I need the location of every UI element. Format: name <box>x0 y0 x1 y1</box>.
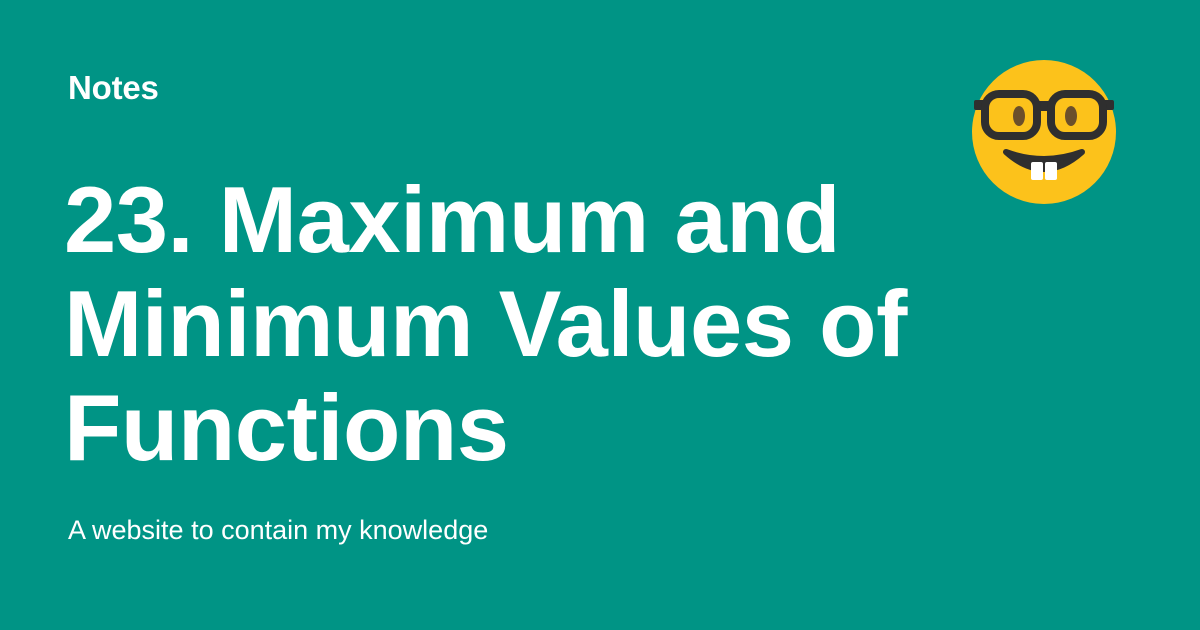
eye-left <box>1013 106 1025 126</box>
site-tagline: A website to contain my knowledge <box>68 515 489 545</box>
page-title: 23. Maximum and Minimum Values of Functi… <box>64 167 907 480</box>
tooth-left <box>1031 162 1043 180</box>
mouth <box>1003 149 1085 172</box>
glasses-lens-right <box>1047 90 1107 140</box>
eye-right <box>1065 106 1077 126</box>
nerd-face-emoji-icon <box>970 58 1118 206</box>
site-name: Notes <box>68 69 159 106</box>
tooth-right <box>1045 162 1057 180</box>
glasses-bridge <box>1032 101 1056 111</box>
glasses-lens-left <box>981 90 1041 140</box>
